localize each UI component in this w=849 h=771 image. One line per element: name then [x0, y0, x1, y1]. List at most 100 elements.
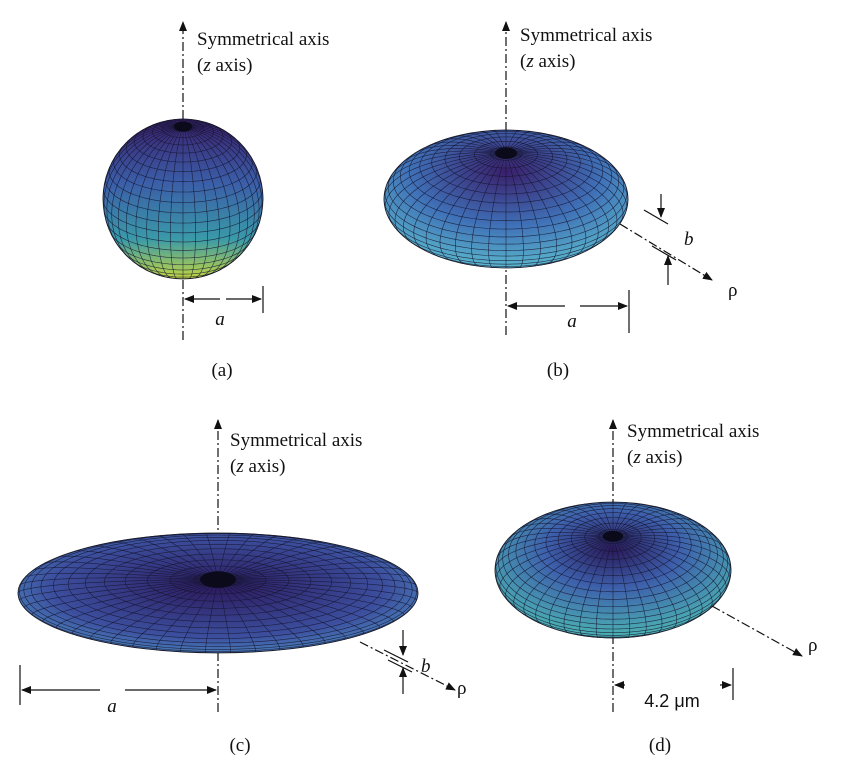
mesh-line — [612, 503, 642, 537]
mesh-line — [441, 138, 507, 154]
mesh-line — [494, 535, 614, 571]
mesh-line — [182, 126, 255, 260]
mesh-line — [408, 136, 604, 213]
mesh-line — [505, 141, 584, 154]
mesh-line — [505, 152, 558, 265]
mesh-line — [612, 535, 691, 624]
mesh-line — [388, 152, 507, 223]
mesh-line — [126, 136, 240, 172]
dimension-tick — [383, 649, 409, 663]
mesh-line — [612, 535, 713, 610]
dimension-tick — [387, 659, 413, 673]
mesh-line — [612, 506, 656, 537]
axis-label-2: (z axis) — [627, 447, 682, 468]
mesh-line — [217, 561, 392, 580]
mesh-line — [425, 152, 507, 257]
mesh-line — [132, 579, 219, 648]
rho-axis — [359, 641, 456, 691]
mesh-line — [612, 513, 684, 537]
panel-d: Symmetrical axis (z axis) ρ 4.2 μm (d) — [494, 419, 817, 756]
mesh-line — [217, 538, 302, 580]
mesh-line — [496, 534, 614, 559]
oblate-spheroid — [383, 129, 629, 269]
mesh-line — [217, 579, 326, 645]
mesh-line — [505, 135, 558, 154]
biconcave-disk — [494, 501, 732, 639]
mesh-line — [182, 126, 260, 248]
mesh-line — [612, 536, 647, 637]
mesh-line — [19, 577, 219, 586]
mesh-line — [392, 150, 507, 174]
mesh-line — [217, 579, 394, 623]
mesh-line — [509, 528, 614, 538]
mesh-line — [505, 152, 628, 212]
mesh-line — [612, 535, 721, 602]
mesh-line — [612, 528, 717, 538]
mesh-line — [135, 126, 184, 276]
mesh-line — [612, 509, 670, 537]
mesh-line — [488, 153, 507, 268]
mesh-line — [217, 550, 363, 580]
mesh-line — [217, 545, 343, 580]
mesh-line — [505, 153, 524, 268]
mesh-line — [383, 152, 507, 200]
mesh-line — [217, 533, 255, 580]
axis-label: Symmetrical axis — [520, 25, 652, 46]
axis-label: Symmetrical axis — [230, 430, 362, 451]
mesh-line — [217, 579, 365, 635]
mesh-line — [505, 131, 532, 154]
panel-a: Symmetrical axis (z axis) a (a) — [102, 21, 329, 381]
mesh-line — [502, 532, 614, 547]
mesh-line — [402, 148, 507, 163]
pole — [174, 121, 192, 132]
mesh-line — [542, 513, 614, 537]
mesh-line — [612, 502, 628, 537]
mesh-line — [182, 124, 234, 138]
flat-disk — [17, 532, 419, 654]
axis-label-2: (z axis) — [520, 51, 575, 72]
mesh-line — [505, 535, 614, 602]
mesh-line — [111, 126, 184, 260]
mesh-line — [182, 126, 258, 169]
mesh-line — [505, 152, 629, 200]
mesh-line — [217, 579, 256, 653]
mesh-line — [71, 579, 219, 635]
mesh-line — [612, 535, 731, 581]
mesh-line — [505, 133, 546, 154]
mesh-line — [498, 538, 728, 620]
axis-label-2: (z axis) — [230, 456, 285, 477]
mesh-line — [217, 579, 281, 651]
mesh-line — [181, 533, 219, 580]
axis-label: Symmetrical axis — [627, 421, 759, 442]
dimension-label: 4.2 μm — [644, 691, 699, 711]
mesh-line — [505, 152, 618, 234]
mesh-line — [110, 579, 219, 645]
mesh-line — [563, 535, 614, 634]
mesh-line — [17, 579, 218, 594]
mesh-line — [413, 152, 507, 252]
mesh-line — [132, 124, 184, 138]
mesh-line — [612, 535, 732, 571]
mesh-line — [182, 126, 263, 227]
dimension-label: b — [421, 656, 431, 677]
dimension-label: a — [567, 311, 577, 332]
mesh-line — [612, 535, 703, 618]
mesh-line — [182, 126, 196, 280]
mesh-line — [102, 126, 184, 200]
mesh-line — [217, 579, 381, 629]
mesh-line — [217, 535, 278, 580]
mesh-line — [505, 152, 587, 257]
mesh-line — [505, 144, 598, 154]
dimension-label: a — [215, 309, 225, 330]
mesh-line — [499, 535, 614, 592]
panel-b: Symmetrical axis (z axis) b ρ a (b) — [383, 21, 737, 381]
dimension-tick — [643, 209, 669, 225]
mesh-line — [58, 555, 219, 580]
mesh-line — [73, 550, 219, 580]
mesh-line — [205, 532, 219, 580]
mesh-line — [25, 572, 219, 580]
mesh-line — [439, 152, 507, 262]
mesh-line — [90, 579, 219, 640]
mesh-line — [55, 579, 219, 629]
